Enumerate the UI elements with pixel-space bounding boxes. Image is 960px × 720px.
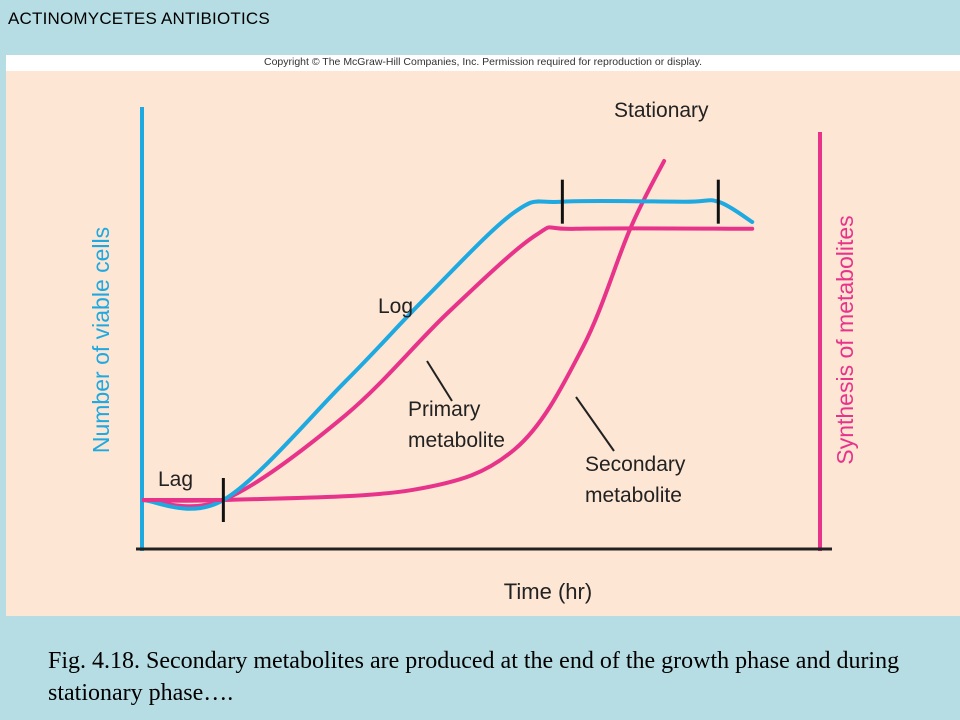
secondary-metabolite-curve: [140, 159, 667, 503]
copyright-text: Copyright © The McGraw-Hill Companies, I…: [263, 56, 703, 68]
phase-label-log: Log: [378, 295, 413, 318]
secondary-metabolite-label: Secondary metabolite: [585, 453, 691, 507]
x-axis-label: Time (hr): [504, 579, 592, 604]
series-layer: [140, 159, 755, 511]
phase-marker-layer: [221, 179, 720, 522]
phase-label-lag: Lag: [158, 468, 193, 491]
figure-caption: Fig. 4.18. Secondary metabolites are pro…: [48, 648, 900, 706]
figure-panel: Copyright © The McGraw-Hill Companies, I…: [6, 55, 960, 616]
left-y-axis-label: Number of viable cells: [88, 227, 114, 453]
viable-cells-curve: [140, 198, 755, 511]
right-y-axis-label: Synthesis of metabolites: [832, 215, 858, 464]
primary-metabolite-label: Primary metabolite: [408, 398, 505, 452]
phase-label-stationary: Stationary: [614, 99, 709, 122]
secondary-metabolite-leader: [575, 396, 615, 452]
copyright-bar: Copyright © The McGraw-Hill Companies, I…: [6, 55, 960, 71]
growth-chart: Time (hr) Number of viable cells Synthes…: [88, 99, 858, 604]
primary-metabolite-leader: [426, 360, 453, 402]
slide-title: ACTINOMYCETES ANTIBIOTICS: [8, 9, 270, 28]
